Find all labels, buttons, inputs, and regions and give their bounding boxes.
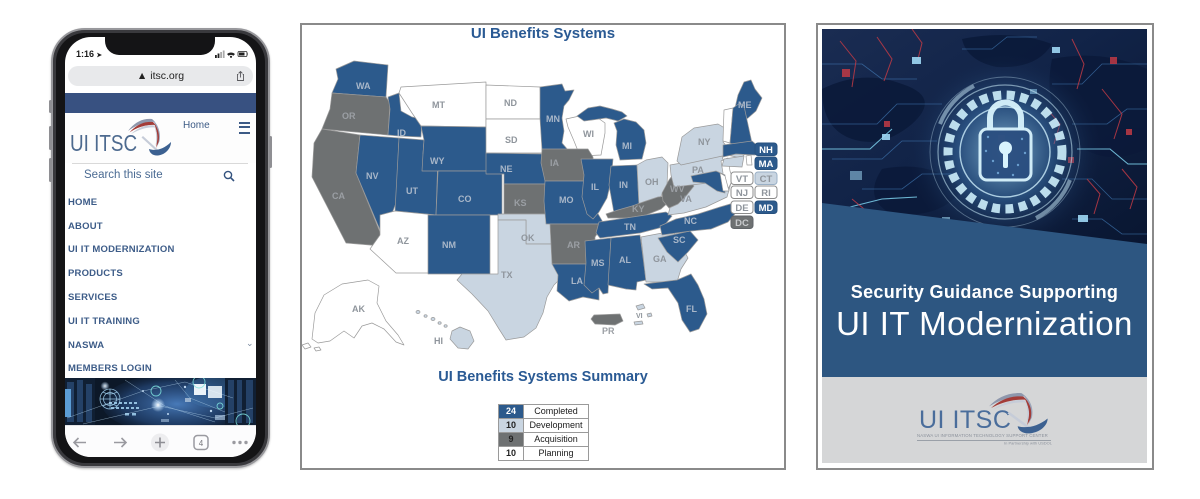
- svg-text:MO: MO: [559, 195, 574, 205]
- svg-text:TX: TX: [501, 270, 513, 280]
- svg-text:VT: VT: [736, 174, 748, 185]
- svg-text:IA: IA: [550, 158, 560, 168]
- svg-text:ND: ND: [504, 98, 517, 108]
- svg-text:PR: PR: [602, 326, 615, 336]
- svg-text:VA: VA: [680, 194, 692, 204]
- svg-text:OR: OR: [342, 111, 356, 121]
- svg-text:NC: NC: [684, 216, 697, 226]
- svg-text:TN: TN: [624, 222, 636, 232]
- svg-text:IN: IN: [619, 180, 628, 190]
- svg-text:PA: PA: [692, 165, 704, 175]
- svg-text:HI: HI: [434, 336, 443, 346]
- svg-text:NJ: NJ: [736, 188, 748, 199]
- svg-text:NH: NH: [759, 145, 773, 156]
- svg-text:MN: MN: [546, 114, 560, 124]
- svg-text:CO: CO: [458, 194, 472, 204]
- svg-text:SC: SC: [673, 235, 686, 245]
- svg-text:GA: GA: [653, 254, 667, 264]
- svg-text:WY: WY: [430, 156, 445, 166]
- svg-text:AL: AL: [619, 255, 631, 265]
- svg-text:KY: KY: [632, 204, 645, 214]
- svg-text:FL: FL: [686, 304, 697, 314]
- svg-text:SD: SD: [505, 135, 518, 145]
- svg-text:OK: OK: [521, 233, 535, 243]
- svg-text:AR: AR: [567, 240, 580, 250]
- svg-text:AK: AK: [352, 304, 365, 314]
- svg-text:WI: WI: [583, 129, 594, 139]
- svg-text:LA: LA: [571, 276, 583, 286]
- svg-text:DC: DC: [735, 218, 749, 229]
- svg-text:IL: IL: [591, 182, 600, 192]
- svg-text:4: 4: [199, 439, 204, 448]
- svg-text:NM: NM: [442, 240, 456, 250]
- svg-text:ID: ID: [397, 128, 407, 138]
- svg-text:MA: MA: [759, 159, 774, 170]
- svg-text:CT: CT: [760, 174, 773, 185]
- svg-text:DE: DE: [735, 203, 748, 214]
- svg-text:RI: RI: [761, 188, 771, 199]
- svg-text:UT: UT: [406, 186, 418, 196]
- svg-text:MD: MD: [759, 203, 774, 214]
- svg-text:MI: MI: [622, 141, 632, 151]
- svg-text:AZ: AZ: [397, 236, 409, 246]
- svg-text:NY: NY: [698, 137, 711, 147]
- svg-text:WV: WV: [670, 184, 685, 194]
- svg-text:KS: KS: [514, 198, 527, 208]
- svg-text:MT: MT: [432, 100, 445, 110]
- svg-text:NE: NE: [500, 164, 513, 174]
- svg-text:NV: NV: [366, 171, 379, 181]
- svg-text:MS: MS: [591, 258, 605, 268]
- svg-text:WA: WA: [356, 81, 371, 91]
- svg-text:CA: CA: [332, 191, 345, 201]
- svg-text:OH: OH: [645, 177, 659, 187]
- svg-text:VI: VI: [636, 313, 643, 320]
- svg-text:ME: ME: [738, 100, 752, 110]
